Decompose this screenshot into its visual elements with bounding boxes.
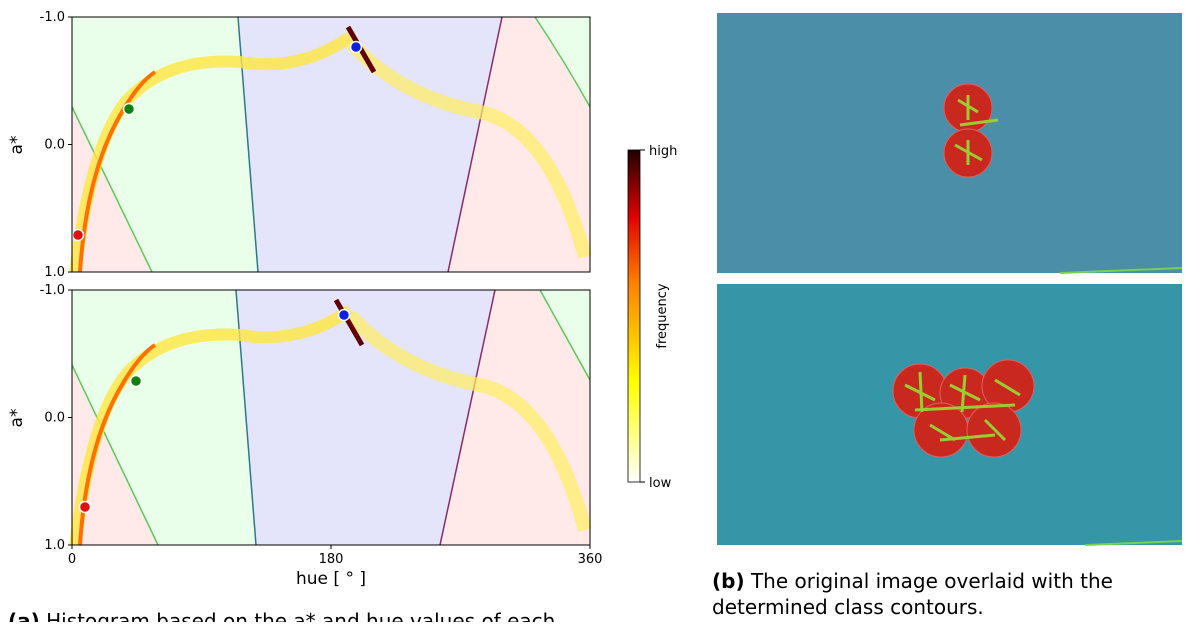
- class-marker: [337, 308, 351, 322]
- class-marker: [129, 374, 143, 388]
- boundary: [534, 16, 591, 108]
- y-label: a*: [7, 409, 27, 428]
- caption-b: (b) The original image overlaid with the: [712, 569, 1113, 593]
- colorbar-label: frequency: [655, 283, 670, 349]
- region-red: [440, 290, 590, 545]
- y-tick-label: -1.0: [40, 10, 65, 25]
- photo-top: [717, 13, 1183, 274]
- heat-band: [69, 305, 354, 546]
- heat-core: [78, 343, 157, 546]
- class-marker: [122, 102, 136, 116]
- region-red: [448, 17, 590, 272]
- heat-band: [344, 310, 592, 532]
- x-tick-label: 0: [68, 552, 76, 567]
- x-tick-label: 180: [319, 552, 344, 567]
- colorbar: [627, 149, 641, 483]
- heat-core: [333, 298, 365, 347]
- boundary: [539, 289, 591, 381]
- class-marker: [71, 228, 85, 242]
- region-blue: [236, 290, 495, 545]
- caption-a: (a) Histogram based on the a* and hue va…: [8, 609, 555, 622]
- boundary: [71, 106, 153, 273]
- x-label: hue [ ° ]: [296, 569, 366, 589]
- y-tick-label: 0.0: [44, 411, 65, 426]
- y-tick-label: 1.0: [44, 265, 65, 280]
- region-blue: [238, 17, 502, 272]
- class-marker: [78, 500, 92, 514]
- heat-core: [78, 70, 157, 273]
- y-tick-label: 0.0: [44, 138, 65, 153]
- photo-bottom: [717, 284, 1183, 546]
- caption-b-line2: determined class contours.: [712, 595, 984, 619]
- class-marker: [349, 40, 363, 54]
- heat-band: [69, 32, 354, 273]
- colorbar-low: low: [649, 476, 672, 491]
- boundary: [71, 364, 159, 546]
- heat-band: [344, 37, 592, 259]
- heatmap-axes: -1.0 0.0 1.0: [40, 10, 592, 280]
- colorbar-high: high: [649, 144, 677, 159]
- y-label: a*: [7, 136, 27, 155]
- heatmap-axes: -1.0 0 0.0 180 1.0 360: [40, 283, 603, 567]
- y-tick-label: 1.0: [44, 538, 65, 553]
- boundary: [447, 16, 503, 273]
- boundary: [439, 289, 496, 546]
- y-tick-label: -1.0: [40, 283, 65, 298]
- x-tick-label: 360: [578, 552, 603, 567]
